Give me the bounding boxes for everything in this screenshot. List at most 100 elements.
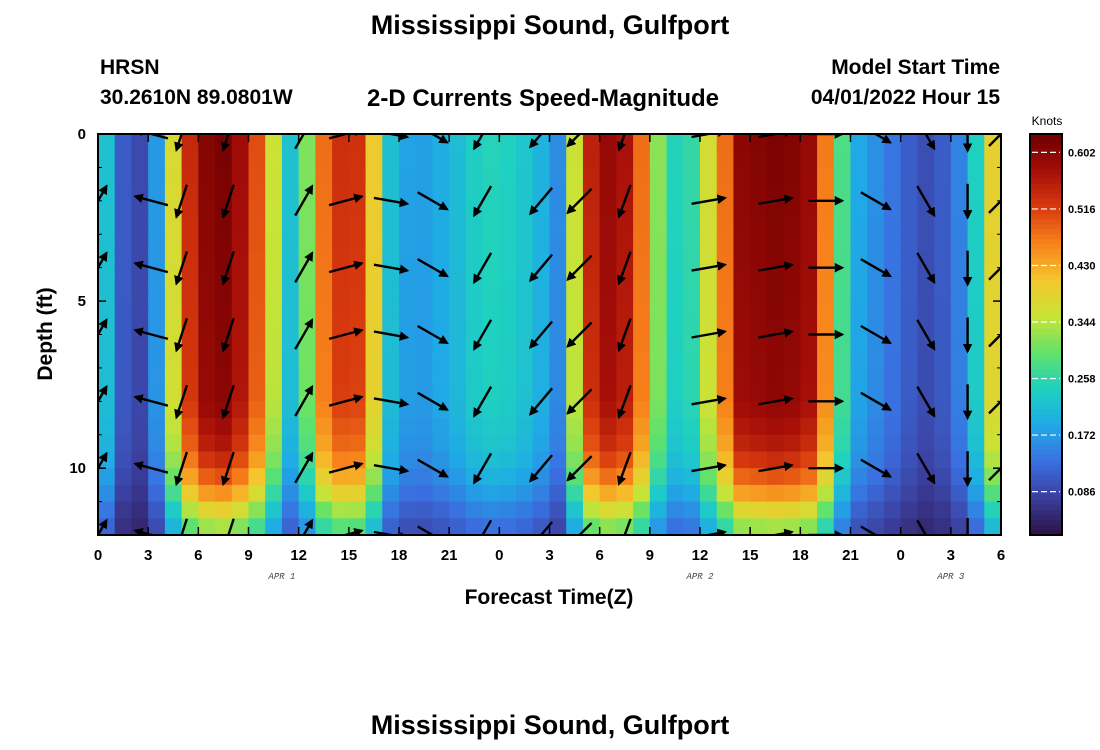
colorbar-segment — [1030, 204, 1062, 210]
heat-cell — [833, 217, 852, 235]
heat-cell — [549, 134, 567, 152]
colorbar-segment — [1030, 494, 1062, 501]
heat-cell — [917, 351, 935, 369]
heat-cell — [800, 384, 818, 402]
heat-cell — [599, 267, 617, 285]
current-arrow — [174, 384, 189, 420]
heat-cell — [750, 301, 768, 319]
current-arrow — [473, 134, 484, 151]
heat-cell — [164, 351, 183, 369]
heat-cell — [98, 501, 116, 519]
heat-cell — [766, 501, 785, 519]
x-tick-label: 9 — [646, 547, 654, 564]
colorbar-segment — [1030, 404, 1062, 411]
heat-cell — [549, 451, 567, 469]
heat-cell — [532, 234, 551, 252]
heat-cell — [633, 468, 651, 486]
heat-cell — [315, 518, 333, 535]
heat-cell — [833, 317, 852, 336]
heat-cell — [164, 501, 183, 519]
colorbar-segment — [1030, 244, 1062, 250]
heat-cell — [549, 418, 567, 436]
heat-cell — [148, 284, 166, 302]
current-arrow — [98, 518, 108, 535]
heat-cell — [683, 184, 701, 202]
heat-cell — [399, 234, 417, 252]
colorbar-segment — [1030, 444, 1062, 451]
heat-cell — [265, 501, 283, 519]
heat-cell — [666, 501, 684, 519]
heat-cell — [900, 150, 918, 169]
y-axis-title: Depth (ft) — [34, 287, 57, 380]
current-arrow — [227, 518, 235, 535]
heat-cell — [382, 418, 400, 436]
x-tick-label: 0 — [495, 547, 503, 564]
heat-cell — [582, 167, 601, 185]
current-arrow — [916, 185, 936, 218]
heat-cell — [649, 501, 668, 519]
heat-cell — [131, 334, 149, 352]
heat-cell — [499, 234, 517, 252]
heat-cell — [599, 200, 617, 219]
heat-cell — [482, 200, 500, 219]
heat-cell — [432, 434, 450, 453]
heat-cell — [733, 518, 751, 535]
current-arrow — [566, 455, 593, 482]
heat-cell — [700, 401, 718, 419]
heat-cell — [683, 384, 701, 402]
heat-cell — [415, 501, 434, 519]
current-arrow — [860, 191, 892, 211]
heat-cell — [332, 217, 350, 235]
heat-cell — [783, 267, 801, 285]
heat-cell — [131, 484, 149, 503]
heat-cell — [148, 150, 166, 169]
heat-cell — [766, 484, 785, 503]
heat-cell — [917, 367, 935, 386]
heat-cell — [934, 401, 952, 419]
colorbar-segment — [1030, 384, 1062, 391]
heat-cell — [733, 468, 751, 486]
heat-cell — [967, 150, 985, 169]
heat-cell — [482, 334, 500, 352]
x-tick-label: 18 — [792, 547, 809, 564]
heat-cell — [265, 451, 283, 469]
heat-cell — [750, 150, 768, 169]
heat-cell — [950, 351, 969, 369]
heat-cell — [248, 200, 266, 219]
current-arrow — [417, 191, 449, 211]
heat-cell — [215, 518, 233, 535]
heat-cell — [516, 234, 534, 252]
current-arrow — [294, 318, 314, 350]
heat-cell — [850, 501, 868, 519]
heat-cell — [382, 384, 400, 402]
heat-cell — [582, 150, 601, 169]
heat-cell — [516, 434, 534, 453]
heat-cell — [582, 451, 601, 469]
heat-cell — [599, 518, 617, 535]
heat-cell — [365, 351, 383, 369]
heat-cell — [365, 367, 383, 386]
heat-cell — [148, 134, 166, 152]
heat-cell — [850, 134, 868, 152]
heat-cell — [883, 418, 902, 436]
heat-cell — [532, 418, 551, 436]
heat-cell — [365, 234, 383, 252]
heat-cell — [984, 367, 1001, 386]
heat-cell — [164, 518, 183, 535]
heat-cell — [934, 150, 952, 169]
heat-cell — [833, 401, 852, 419]
heat-cell — [315, 284, 333, 302]
heat-cell — [666, 317, 684, 336]
heat-cell — [950, 284, 969, 302]
heat-cell — [98, 334, 116, 352]
heat-cell — [917, 317, 935, 336]
heat-cell — [449, 200, 467, 219]
heat-cell — [716, 301, 735, 319]
heat-cell — [967, 217, 985, 235]
heat-cell — [281, 351, 300, 369]
heat-cell — [900, 267, 918, 285]
heat-cell — [516, 167, 534, 185]
current-arrow — [617, 451, 632, 486]
colorbar-segment — [1030, 394, 1062, 401]
heat-cell — [733, 301, 751, 319]
